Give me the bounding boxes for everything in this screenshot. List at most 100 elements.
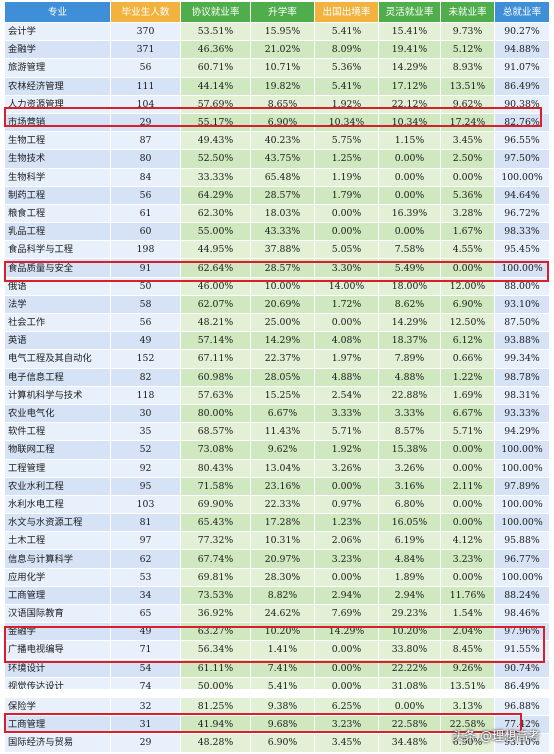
value-cell: 10.20% — [378, 622, 441, 642]
value-cell: 6.90% — [250, 112, 315, 133]
value-cell: 10.31% — [250, 531, 315, 551]
value-cell: 98.78% — [494, 367, 550, 387]
major-name-cell: 农业电气化 — [4, 403, 111, 424]
value-cell: 104 — [110, 94, 181, 114]
value-cell: 5.05% — [314, 240, 379, 260]
value-cell: 3.23% — [440, 549, 495, 569]
value-cell: 50 — [110, 276, 181, 296]
value-cell: 40.23% — [250, 131, 315, 151]
table-row: 会计学 370 53.51% 15.95% 5.41% 15.41% 9.73% 90.27% — [4, 21, 550, 42]
value-cell: 12.00% — [440, 276, 495, 296]
column-header: 专业 — [4, 1, 111, 23]
table-row: 旅游管理 56 60.71% 10.71% 5.36% 14.29% 8.93% 91.07% — [4, 58, 550, 78]
employment-table: 专业 毕业生人数 协议就业率 升学率 出国出境率 灵活就业率 未就业率 总就业率 会计学 370… — [4, 1, 550, 715]
table-row: 水文与水资源工程 81 65.43% 17.28% 1.23% 16.05% 0.00% 10… — [4, 513, 550, 533]
value-cell: 1.67% — [440, 222, 495, 242]
major-name-cell: 农林经济管理 — [4, 76, 111, 96]
value-cell: 1.25% — [314, 149, 379, 169]
value-cell: 29 — [110, 112, 181, 133]
value-cell: 13.51% — [440, 76, 495, 96]
value-cell: 93.10% — [494, 294, 550, 315]
major-name-cell: 电子信息工程 — [4, 367, 111, 387]
value-cell: 22.88% — [378, 385, 441, 405]
table-row: 电气工程及其自动化 152 67.11% 22.37% 1.97% 7.89% 0.66% 9… — [4, 349, 550, 369]
value-cell: 1.23% — [314, 513, 379, 533]
table-row: 软件工程 35 68.57% 11.43% 5.71% 8.57% 5.71% 94.29% — [4, 422, 550, 442]
value-cell: 90.38% — [494, 94, 550, 114]
value-cell: 1.92% — [314, 94, 379, 114]
value-cell: 68.57% — [180, 422, 251, 442]
value-cell: 95.88% — [494, 531, 550, 551]
value-cell: 96.72% — [494, 203, 550, 224]
section-gap — [0, 689, 554, 697]
value-cell: 95 — [110, 476, 181, 496]
value-cell: 92 — [110, 458, 181, 478]
value-cell: 30 — [110, 403, 181, 424]
value-cell: 6.90% — [440, 294, 495, 315]
value-cell: 81.25% — [180, 696, 251, 717]
table-row: 保险学 32 81.25% 9.38% 6.25% 0.00% 3.13% 96.88% — [4, 696, 550, 717]
value-cell: 18.03% — [250, 203, 315, 224]
major-name-cell: 广播电视编导 — [4, 640, 111, 660]
table-row: 信息与计算科学 62 67.74% 20.97% 3.23% 4.84% 3.23% 96.7… — [4, 549, 550, 569]
column-header: 毕业生人数 — [110, 1, 181, 23]
column-header: 灵活就业率 — [378, 1, 441, 23]
value-cell: 10.20% — [250, 622, 315, 642]
value-cell: 16.39% — [378, 203, 441, 224]
table-row: 生物工程 87 49.43% 40.23% 5.75% 1.15% 3.45% 96.55% — [4, 131, 550, 151]
value-cell: 99.34% — [494, 349, 550, 369]
value-cell: 61.11% — [180, 658, 251, 678]
value-cell: 17.12% — [378, 76, 441, 96]
table-row: 社会工作 56 48.21% 25.00% 0.00% 14.29% 12.50% 87.50… — [4, 312, 550, 333]
value-cell: 0.97% — [314, 494, 379, 515]
value-cell: 0.00% — [378, 149, 441, 169]
value-cell: 62 — [110, 549, 181, 569]
value-cell: 57.63% — [180, 385, 251, 405]
value-cell: 7.69% — [314, 603, 379, 624]
value-cell: 22.22% — [378, 658, 441, 678]
value-cell: 53 — [110, 567, 181, 587]
value-cell: 71 — [110, 640, 181, 660]
value-cell: 82 — [110, 367, 181, 387]
watermark-text: 头条 @理想高考 — [452, 729, 540, 743]
value-cell: 5.12% — [440, 40, 495, 60]
major-name-cell: 工程管理 — [4, 458, 111, 478]
value-cell: 28.30% — [250, 567, 315, 587]
value-cell: 0.00% — [440, 567, 495, 587]
value-cell: 100.00% — [494, 440, 550, 460]
major-name-cell: 信息与计算科学 — [4, 549, 111, 569]
value-cell: 5.36% — [314, 58, 379, 78]
value-cell: 56.34% — [180, 640, 251, 660]
major-name-cell: 市场营销 — [4, 112, 111, 133]
value-cell: 3.23% — [314, 549, 379, 569]
value-cell: 94.88% — [494, 40, 550, 60]
value-cell: 3.16% — [378, 476, 441, 496]
value-cell: 49 — [110, 622, 181, 642]
value-cell: 0.66% — [440, 349, 495, 369]
value-cell: 100.00% — [494, 567, 550, 587]
major-name-cell: 保险学 — [4, 696, 111, 717]
value-cell: 80.00% — [180, 403, 251, 424]
value-cell: 20.69% — [250, 294, 315, 315]
value-cell: 1.22% — [440, 367, 495, 387]
value-cell: 2.04% — [440, 622, 495, 642]
major-name-cell: 社会工作 — [4, 312, 111, 333]
value-cell: 82.76% — [494, 112, 550, 133]
table-row: 工商管理 34 73.53% 8.82% 2.94% 2.94% 11.76% 88.24% — [4, 585, 550, 606]
value-cell: 15.41% — [378, 21, 441, 42]
value-cell: 23.16% — [250, 476, 315, 496]
value-cell: 94.29% — [494, 422, 550, 442]
value-cell: 28.57% — [250, 258, 315, 278]
value-cell: 13.04% — [250, 458, 315, 478]
value-cell: 5.41% — [314, 76, 379, 96]
value-cell: 86.49% — [494, 76, 550, 96]
table-row: 制药工程 56 64.29% 28.57% 1.79% 0.00% 5.36% 94.64% — [4, 185, 550, 205]
major-name-cell: 国际经济与贸易 — [4, 733, 111, 753]
value-cell: 69.81% — [180, 567, 251, 587]
value-cell: 29.23% — [378, 603, 441, 624]
value-cell: 100.00% — [494, 167, 550, 187]
value-cell: 46.36% — [180, 40, 251, 60]
column-header: 协议就业率 — [180, 1, 251, 23]
value-cell: 57.69% — [180, 94, 251, 114]
value-cell: 15.25% — [250, 385, 315, 405]
